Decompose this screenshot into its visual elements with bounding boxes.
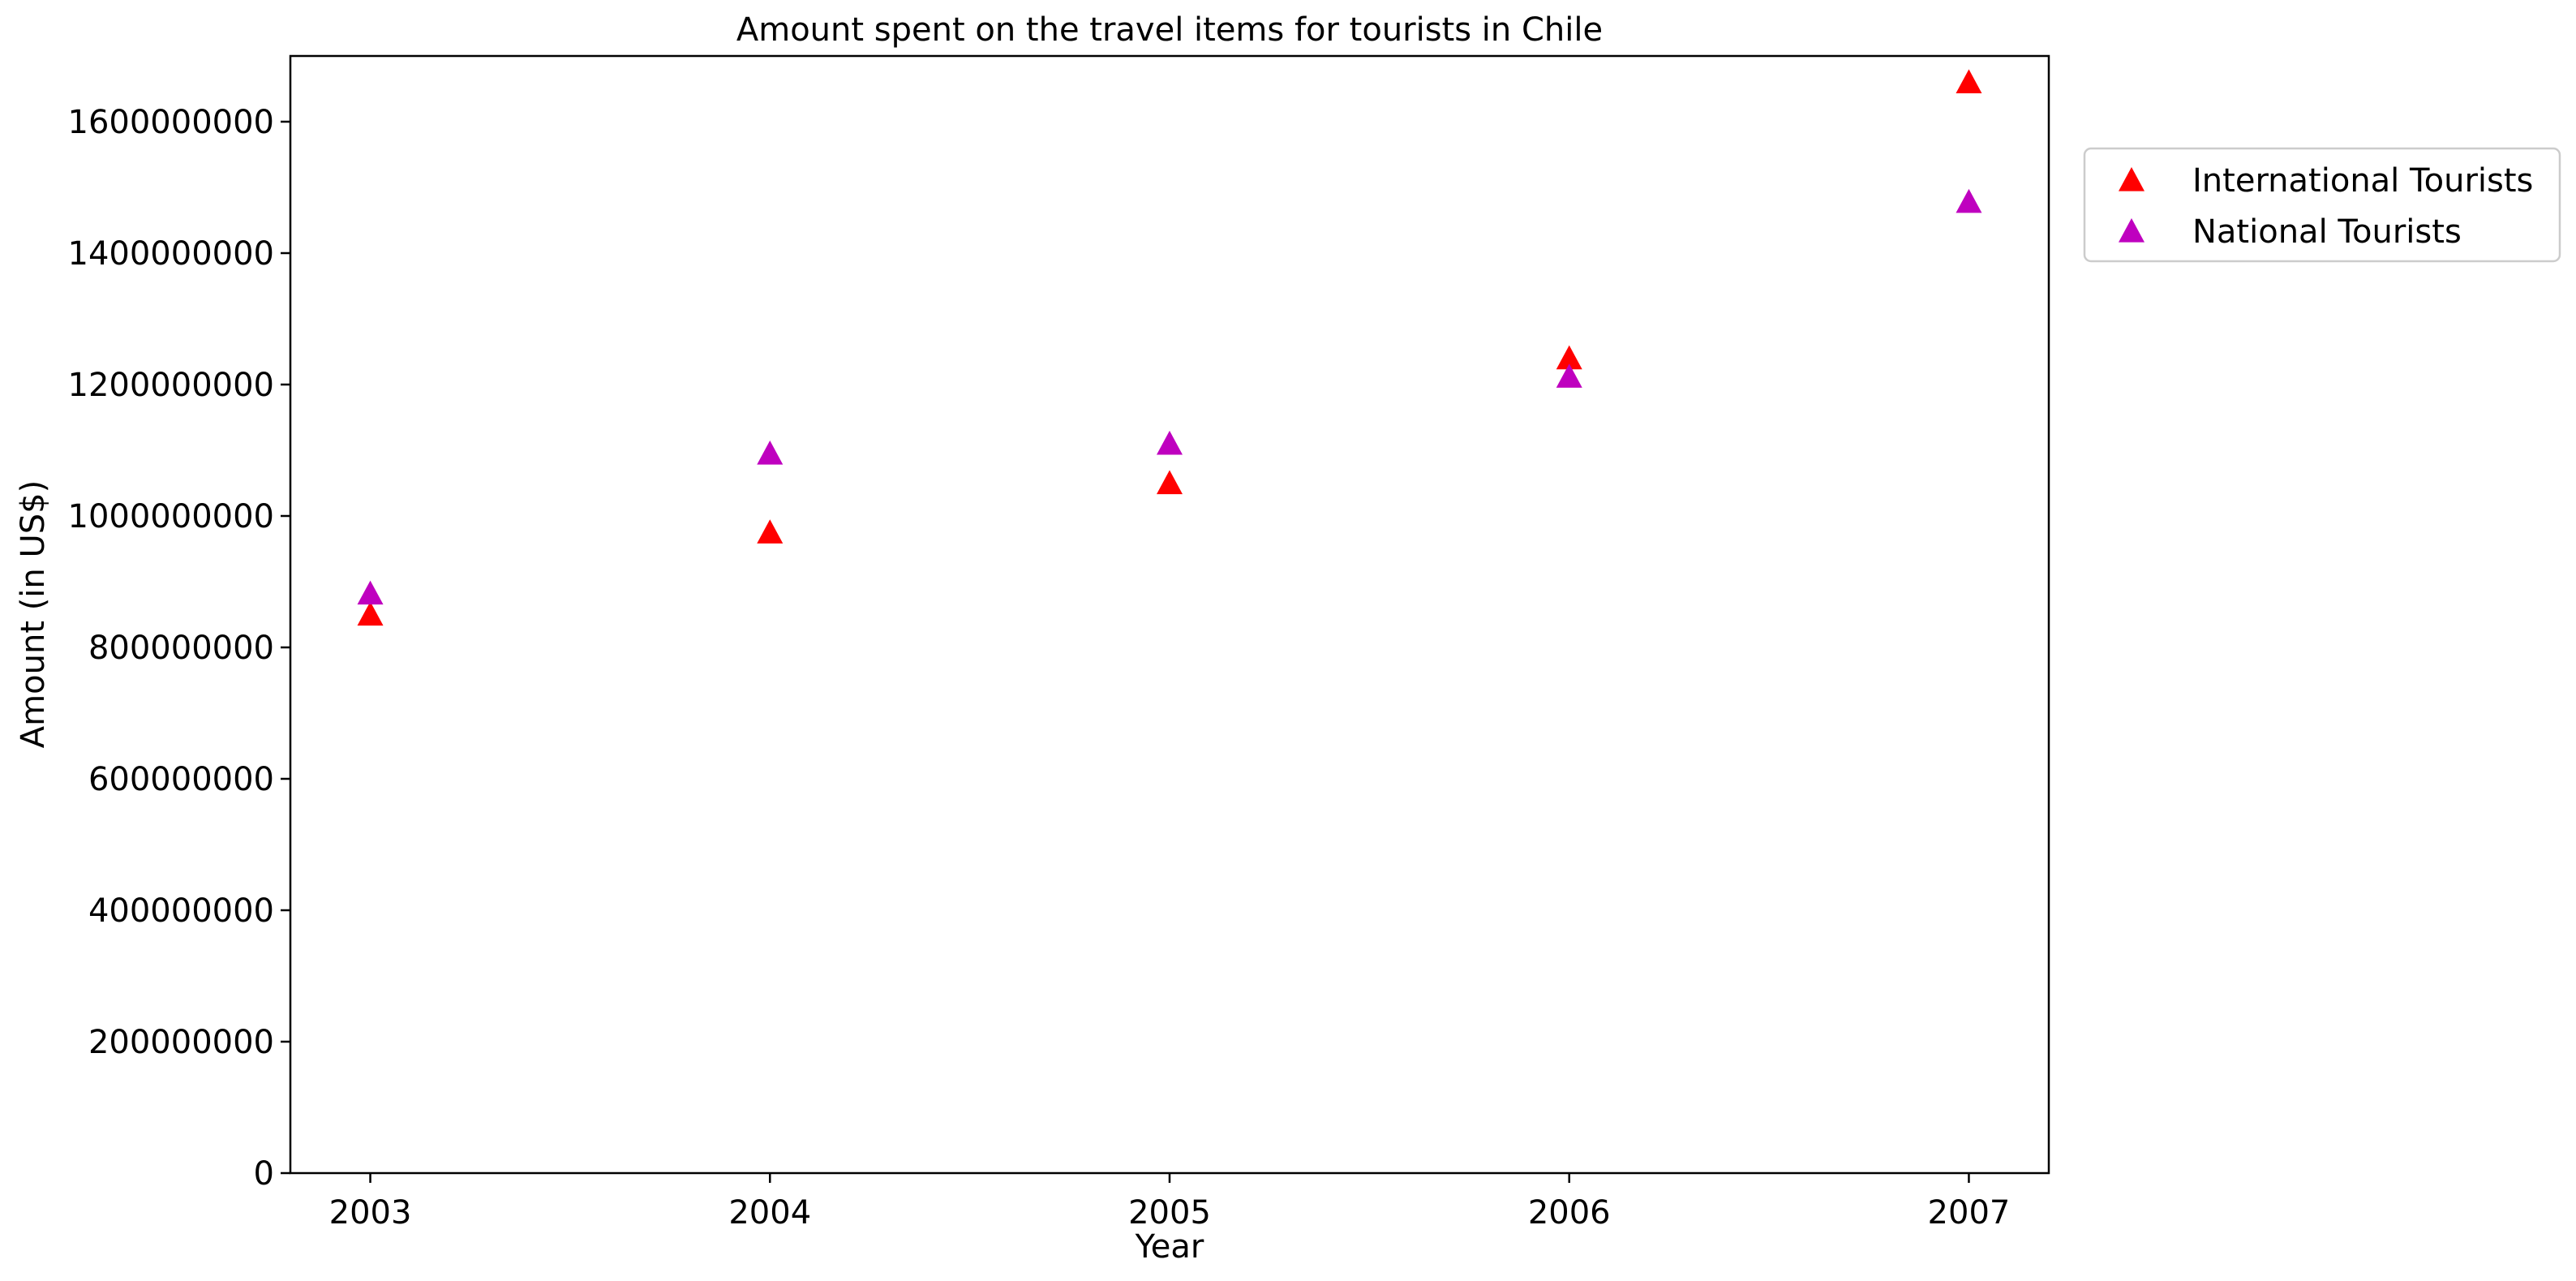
x-axis: 2003 2004 2005 2006 2007: [329, 1173, 2011, 1232]
x-tick-label: 2003: [329, 1194, 412, 1232]
legend-label: International Tourists: [2192, 162, 2533, 200]
data-point-international: [757, 519, 784, 544]
x-tick-label: 2004: [728, 1194, 811, 1232]
data-point-national: [757, 441, 784, 465]
x-tick-label: 2006: [1528, 1194, 1611, 1232]
data-points: [357, 69, 1982, 626]
y-tick-label: 200000000: [88, 1024, 274, 1061]
chart-title: Amount spent on the travel items for tou…: [736, 11, 1603, 49]
y-tick-label: 800000000: [88, 630, 274, 667]
y-tick-label: 0: [254, 1155, 274, 1193]
x-axis-title: Year: [1135, 1228, 1204, 1266]
data-point-national: [1556, 363, 1582, 388]
data-point-international: [357, 601, 384, 626]
y-tick-label: 1200000000: [68, 367, 275, 404]
legend-marker: [2119, 218, 2145, 243]
data-point-international: [1556, 345, 1582, 370]
y-tick-label: 600000000: [88, 761, 274, 798]
data-point-international: [1956, 69, 1982, 93]
x-tick-label: 2007: [1928, 1194, 2011, 1232]
x-tick-label: 2005: [1128, 1194, 1211, 1232]
legend-label: National Tourists: [2192, 213, 2462, 251]
data-point-national: [1157, 430, 1183, 455]
y-tick-label: 400000000: [88, 892, 274, 930]
y-tick-label: 1600000000: [68, 104, 275, 141]
legend-marker: [2119, 167, 2145, 191]
y-axis-title: Amount (in US$): [15, 480, 52, 748]
plot-area: [289, 54, 2050, 1175]
data-point-national: [1956, 188, 1982, 213]
y-tick-label: 1400000000: [68, 235, 275, 273]
legend-box: [2083, 147, 2561, 263]
y-tick-label: 1000000000: [68, 498, 275, 535]
data-point-international: [1157, 470, 1183, 495]
legend: International Tourists National Tourists: [2083, 147, 2561, 263]
data-point-national: [357, 580, 384, 605]
y-axis: 0 200000000 400000000 600000000 800000000 100…: [68, 104, 290, 1193]
